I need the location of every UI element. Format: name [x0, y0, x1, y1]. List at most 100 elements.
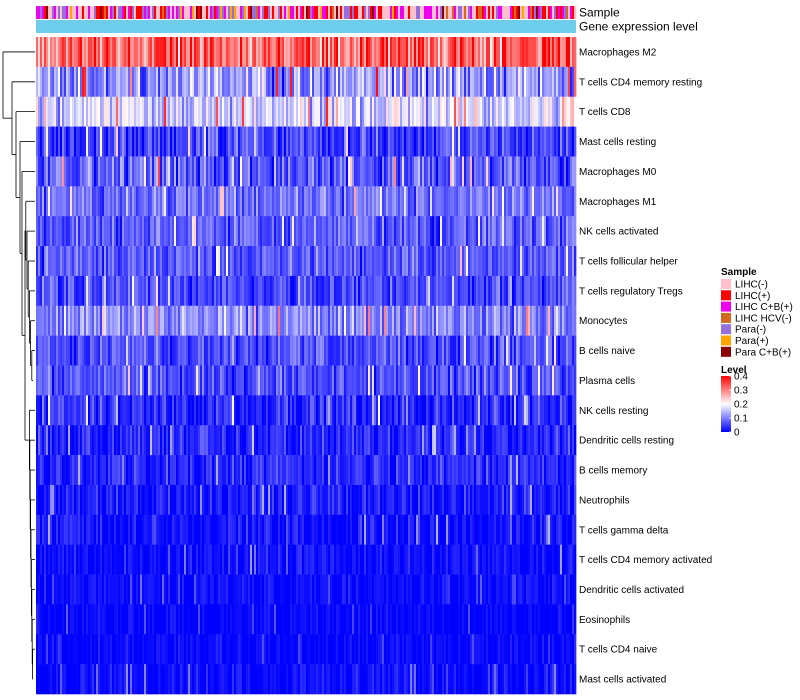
heatmap-cell [236, 305, 239, 336]
heatmap-cell [342, 126, 345, 157]
heatmap-cell [176, 484, 179, 516]
heatmap-cell [342, 275, 345, 307]
heatmap-cell [396, 66, 399, 98]
heatmap-cell [300, 126, 303, 157]
heatmap-cell [198, 514, 201, 545]
heatmap-cell [120, 514, 123, 545]
heatmap-cell [202, 365, 205, 396]
heatmap-cell [72, 216, 75, 247]
heatmap-cell [416, 216, 419, 247]
heatmap-cell [114, 455, 117, 486]
sample-annotation-cell [124, 6, 127, 19]
heatmap-cell [342, 365, 345, 396]
heatmap-cell [372, 395, 375, 426]
heatmap-cell [204, 156, 207, 187]
heatmap-cell [286, 455, 289, 486]
heatmap-cell [392, 484, 395, 516]
heatmap-cell [156, 216, 159, 247]
heatmap-cell [36, 305, 39, 336]
heatmap-cell [120, 216, 123, 247]
heatmap-cell [308, 305, 311, 336]
heatmap-cell [552, 96, 555, 127]
heatmap-cell [46, 96, 49, 127]
heatmap-cell [318, 156, 321, 187]
sample-annotation-cell [254, 6, 257, 19]
heatmap-cell [536, 156, 539, 187]
heatmap-cell [562, 484, 565, 516]
heatmap-cell [164, 305, 167, 336]
heatmap-cell [46, 544, 49, 575]
heatmap-cell [246, 37, 249, 68]
heatmap-cell [264, 37, 267, 68]
heatmap-cell [58, 455, 61, 486]
heatmap-cell [44, 425, 47, 456]
heatmap-cell [84, 455, 87, 486]
heatmap-cell [204, 96, 207, 127]
heatmap-cell [72, 484, 75, 516]
heatmap-cell [92, 514, 95, 545]
heatmap-cell [230, 275, 233, 307]
heatmap-cell [174, 186, 177, 217]
heatmap-cell [438, 66, 441, 98]
heatmap-cell [280, 395, 283, 426]
heatmap-cell [296, 514, 299, 545]
heatmap-cell [502, 156, 505, 187]
heatmap-cell [568, 455, 571, 486]
heatmap-cell [198, 156, 201, 187]
heatmap-cell [54, 484, 57, 516]
heatmap-cell [194, 156, 197, 187]
heatmap-cell [494, 246, 497, 277]
heatmap-cell [122, 216, 125, 247]
heatmap-cell [240, 37, 243, 68]
heatmap-cell [62, 126, 65, 157]
heatmap-cell [306, 425, 309, 456]
heatmap-cell [464, 484, 467, 516]
heatmap-cell [520, 37, 523, 68]
heatmap-cell [298, 395, 301, 426]
heatmap-cell [452, 186, 455, 217]
heatmap-cell [314, 514, 317, 545]
heatmap-cell [284, 484, 287, 516]
heatmap-cell [454, 395, 457, 426]
heatmap-cell [404, 425, 407, 456]
heatmap-cell [144, 126, 147, 157]
heatmap-cell [460, 484, 463, 516]
heatmap-cell [416, 96, 419, 127]
heatmap-cell [166, 246, 169, 277]
heatmap-cell [382, 425, 385, 456]
heatmap-cell [80, 186, 83, 217]
heatmap-cell [394, 395, 397, 426]
heatmap-cell [368, 96, 371, 127]
heatmap-cell [562, 246, 565, 277]
heatmap-cell [240, 66, 243, 98]
heatmap-cell [384, 37, 387, 68]
heatmap-cell [48, 425, 51, 456]
heatmap-cell [310, 425, 313, 456]
heatmap-cell [448, 216, 451, 247]
sample-annotation-cell [352, 6, 355, 19]
heatmap-cell [294, 126, 297, 157]
heatmap-cell [336, 126, 339, 157]
heatmap-cell [536, 246, 539, 277]
heatmap-cell [384, 96, 387, 127]
heatmap-cell [288, 216, 291, 247]
heatmap-cell [552, 156, 555, 187]
heatmap-cell [554, 186, 557, 217]
heatmap-cell [78, 96, 81, 127]
heatmap-cell [228, 37, 231, 68]
heatmap-cell [248, 365, 251, 396]
heatmap-cell [436, 305, 439, 336]
heatmap-cell [508, 96, 511, 127]
heatmap-cell [318, 66, 321, 98]
heatmap-cell [132, 514, 135, 545]
heatmap-cell [322, 514, 325, 545]
heatmap-cell [516, 126, 519, 157]
heatmap-cell [364, 246, 367, 277]
heatmap-cell [510, 425, 513, 456]
heatmap-cell [540, 37, 543, 68]
heatmap-row [36, 395, 577, 426]
heatmap-cell [162, 365, 165, 396]
sample-annotation-cell [564, 6, 567, 19]
heatmap-cell [148, 156, 151, 187]
heatmap-cell [230, 126, 233, 157]
